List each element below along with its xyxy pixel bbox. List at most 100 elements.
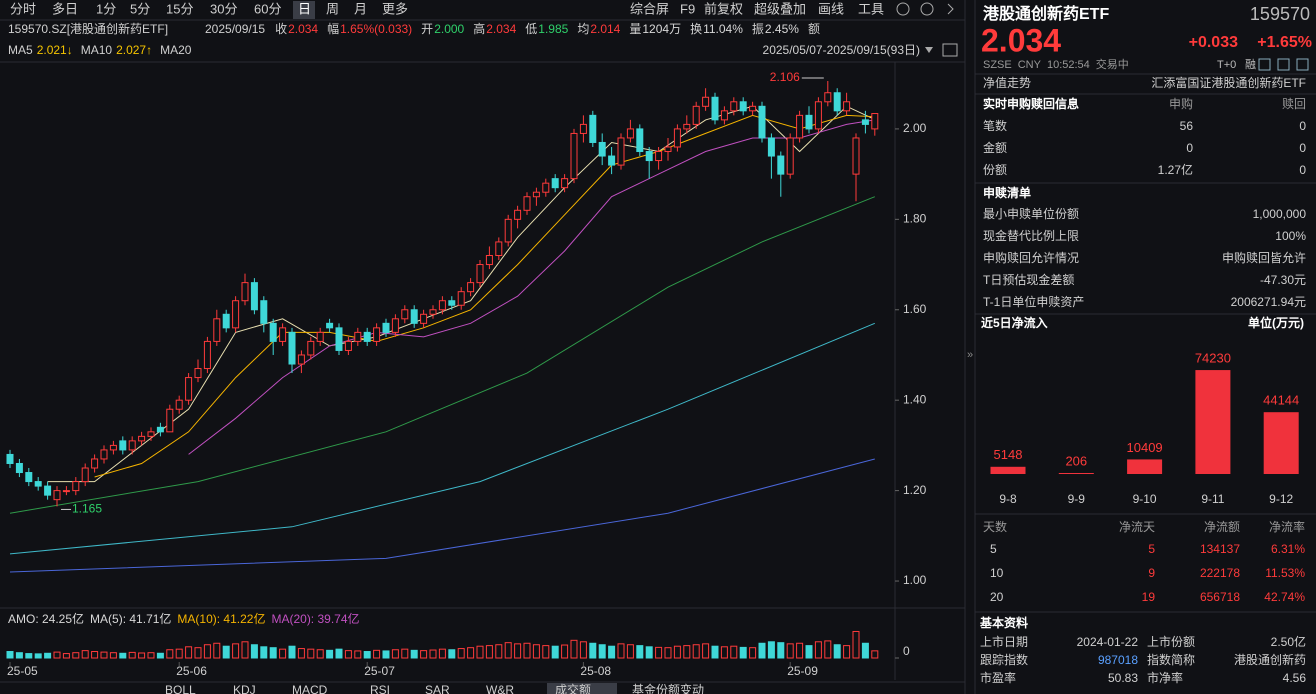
date-range[interactable]: 2025/05/07-2025/09/15(93日) <box>763 43 920 57</box>
bar <box>1127 459 1163 474</box>
volume-bar <box>786 643 794 659</box>
field-label: 幅 <box>327 21 339 36</box>
info-label: 市净率 <box>1147 670 1183 685</box>
period-tab[interactable]: 分时 <box>10 1 36 16</box>
volume-bar <box>843 645 851 659</box>
candle-body <box>391 318 399 333</box>
period-tab[interactable]: 60分 <box>254 1 281 16</box>
volume-bar <box>495 644 503 659</box>
badge: T+0 <box>1217 59 1236 71</box>
security-code: 159570.SZ[港股通创新药ETF] <box>8 21 168 36</box>
volume-bar <box>62 653 70 659</box>
indicator-tab[interactable]: KDJ <box>233 683 256 694</box>
help-icon[interactable] <box>920 2 934 16</box>
y-tick-label: 1.20 <box>903 483 927 497</box>
next-icon[interactable] <box>947 3 954 15</box>
period-tab[interactable]: 30分 <box>210 1 237 16</box>
candle-body <box>401 309 409 320</box>
candle-body <box>279 327 287 342</box>
table-cell: 5 <box>1148 542 1155 556</box>
volume-bar <box>514 643 522 659</box>
panel-icon[interactable] <box>1277 58 1290 71</box>
candle-body <box>241 282 249 302</box>
period-tab[interactable]: 日 <box>298 1 311 16</box>
period-tab[interactable]: 更多 <box>382 1 408 16</box>
volume-bar <box>297 648 305 659</box>
tool-button[interactable]: F9 <box>680 1 695 16</box>
range-dropdown[interactable] <box>925 47 933 53</box>
volume-bar <box>438 648 446 659</box>
volume-legend: MA(10): 41.22亿 <box>177 611 265 626</box>
candle-body <box>109 444 117 451</box>
volume-bar <box>326 649 334 659</box>
y-tick-label: 1.40 <box>903 392 927 406</box>
period-tab[interactable]: 周 <box>326 1 339 16</box>
field-label: 均 <box>577 22 589 36</box>
period-tab[interactable]: 5分 <box>130 1 150 16</box>
info-value[interactable]: 987018 <box>1098 653 1138 667</box>
candle-body <box>702 96 710 107</box>
low-label: 1.165 <box>72 502 102 516</box>
section-title: 实时申购赎回信息 <box>983 96 1079 111</box>
volume-bar <box>551 645 559 659</box>
volume-legend: MA(20): 39.74亿 <box>271 611 359 626</box>
period-tab[interactable]: 多日 <box>52 1 78 16</box>
table-cell: 19 <box>1142 590 1156 604</box>
candle-body <box>448 300 456 306</box>
wp-icon[interactable] <box>942 43 958 57</box>
indicator-tab[interactable]: RSI <box>370 683 390 694</box>
tool-button[interactable]: 前复权 <box>704 1 743 16</box>
volume-bar <box>391 649 399 659</box>
candle-body <box>53 490 61 501</box>
collapse-button[interactable]: » <box>967 349 973 361</box>
row-value: 0 <box>1186 141 1193 155</box>
volume-bar <box>128 651 136 659</box>
candle-body <box>711 96 719 121</box>
tool-button[interactable]: 超级叠加 <box>754 1 806 16</box>
row-value: 56 <box>1180 119 1194 133</box>
nav-link[interactable]: 净值走势 <box>983 75 1031 90</box>
candle-body <box>645 151 653 162</box>
panel-icon[interactable] <box>1296 58 1309 71</box>
legend-name: MA5 <box>8 43 33 57</box>
candle-body <box>316 331 324 342</box>
candle-body <box>15 462 23 474</box>
candle-body <box>147 431 155 437</box>
indicator-tab[interactable]: MACD <box>292 683 328 694</box>
tool-button[interactable]: 工具 <box>858 1 884 16</box>
candle-body <box>44 485 52 496</box>
field-value: 1.65%(0.033) <box>340 22 412 36</box>
volume-bar <box>579 641 587 659</box>
candle-body <box>344 340 352 351</box>
period-tab[interactable]: 1分 <box>96 1 116 16</box>
volume-bar <box>363 651 371 659</box>
candle-body <box>203 340 211 370</box>
row-value: 0 <box>1299 119 1306 133</box>
table-cell: 134137 <box>1200 542 1240 556</box>
period-tab[interactable]: 月 <box>354 1 367 16</box>
bar <box>990 466 1026 474</box>
candle-body <box>814 101 822 130</box>
row-label: T日预估现金差额 <box>983 272 1074 287</box>
indicator-tab[interactable]: W&R <box>486 683 514 694</box>
indicator-tab[interactable]: SAR <box>425 683 450 694</box>
status: 10:52:54 <box>1047 59 1090 71</box>
volume-bar <box>664 647 672 659</box>
tool-button[interactable]: 综合屏 <box>630 1 669 16</box>
volume-bar <box>739 646 747 659</box>
volume-bar <box>749 647 757 659</box>
panel-icon[interactable] <box>1258 58 1271 71</box>
tool-button[interactable]: 画线 <box>818 1 844 16</box>
indicator-tab[interactable]: BOLL <box>165 683 196 694</box>
indicator-tab[interactable]: 成交额 <box>555 682 591 694</box>
info-value: 50.83 <box>1108 671 1138 685</box>
candle-body <box>91 458 99 469</box>
table-cell: 222178 <box>1200 566 1240 580</box>
settings-icon[interactable] <box>896 2 910 16</box>
period-tab[interactable]: 15分 <box>166 1 193 16</box>
candle-body <box>626 128 634 139</box>
candle-body <box>589 114 597 143</box>
candle-body <box>739 101 747 112</box>
info-value: 4.56 <box>1283 671 1307 685</box>
indicator-tab[interactable]: 基金份额变动 <box>632 682 704 694</box>
